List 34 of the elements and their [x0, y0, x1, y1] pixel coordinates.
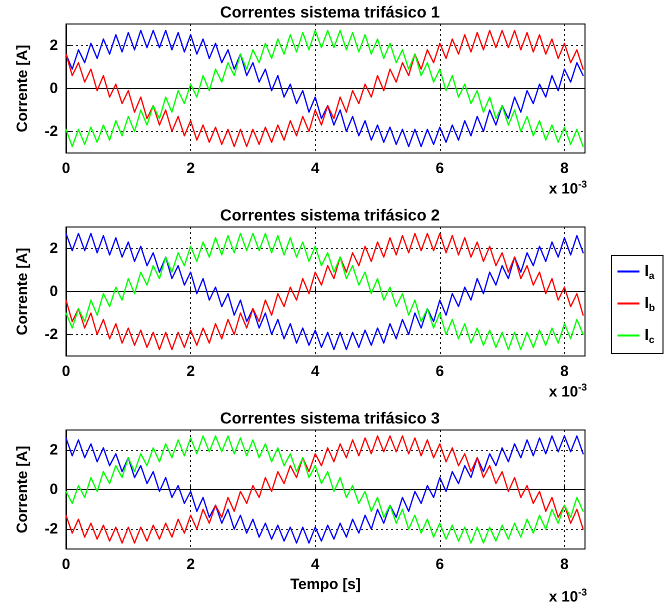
- x-tick-label: 6: [436, 556, 444, 573]
- x-tick-label: 8: [560, 160, 569, 177]
- x-tick-label: 8: [560, 363, 569, 380]
- y-tick-label: -2: [44, 520, 58, 538]
- x-tick-label: 2: [186, 363, 195, 380]
- y-tick-label: -2: [44, 123, 58, 140]
- line-series: [65, 30, 584, 148]
- x-tick-label: 4: [311, 556, 320, 573]
- x-tick-label: 0: [62, 363, 70, 380]
- x-axis-title: Tempo [s]: [290, 576, 361, 593]
- x-tick-label: 2: [186, 556, 195, 573]
- chart-title: Correntes sistema trifásico 2: [220, 208, 440, 224]
- x-tick-label: 4: [311, 160, 320, 177]
- y-tick-label: -2: [44, 326, 58, 343]
- y-tick-label: 0: [50, 80, 58, 97]
- y-axis-title: Corrente [A]: [14, 44, 31, 132]
- y-tick-label: 2: [50, 240, 58, 257]
- chart-title: Correntes sistema trifásico 1: [220, 4, 440, 22]
- x-tick-label: 8: [560, 556, 569, 573]
- x-tick-label: 0: [62, 556, 70, 573]
- x-tick-label: 6: [436, 363, 444, 380]
- x-tick-label: 2: [186, 160, 195, 177]
- y-tick-label: 0: [50, 283, 58, 300]
- x-tick-label: 4: [311, 363, 320, 380]
- y-tick-label: 0: [50, 481, 58, 498]
- y-tick-label: 2: [50, 37, 58, 54]
- chart-title: Correntes sistema trifásico 3: [220, 410, 440, 428]
- line-series: [65, 232, 584, 350]
- y-axis-title: Corrente [A]: [14, 248, 31, 336]
- y-tick-label: 2: [50, 441, 58, 458]
- x-tick-label: 0: [62, 160, 70, 177]
- y-axis-title: Corrente [A]: [14, 446, 31, 534]
- line-series: [65, 435, 584, 544]
- x-tick-label: 6: [436, 160, 444, 177]
